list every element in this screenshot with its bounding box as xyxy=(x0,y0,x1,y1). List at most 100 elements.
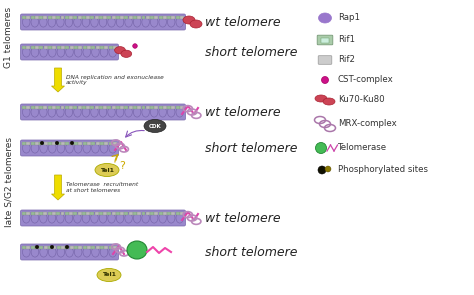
Text: Phosphorylated sites: Phosphorylated sites xyxy=(338,165,428,175)
Bar xyxy=(155,106,158,109)
Bar xyxy=(91,245,95,249)
Bar xyxy=(100,142,104,145)
Text: G1 telomeres: G1 telomeres xyxy=(4,6,13,68)
Bar xyxy=(74,45,78,49)
Bar xyxy=(133,212,137,215)
Ellipse shape xyxy=(55,141,59,145)
Bar xyxy=(159,106,163,109)
Bar xyxy=(176,16,180,19)
Bar xyxy=(129,212,133,215)
Bar xyxy=(82,45,87,49)
Bar xyxy=(91,212,94,215)
Ellipse shape xyxy=(318,166,326,174)
Bar xyxy=(69,212,73,215)
Bar xyxy=(155,16,158,19)
Bar xyxy=(27,106,30,109)
Bar xyxy=(61,245,65,249)
Bar xyxy=(163,212,167,215)
Bar xyxy=(39,106,43,109)
Bar xyxy=(87,45,91,49)
Ellipse shape xyxy=(35,245,39,249)
Ellipse shape xyxy=(95,163,119,176)
Bar xyxy=(31,16,35,19)
Bar xyxy=(69,106,73,109)
Bar xyxy=(109,142,112,145)
Bar xyxy=(82,245,87,249)
Bar xyxy=(129,106,133,109)
Text: wt telomere: wt telomere xyxy=(205,106,281,119)
Bar xyxy=(99,106,103,109)
Bar xyxy=(22,245,26,249)
Bar xyxy=(78,45,82,49)
Text: Rap1: Rap1 xyxy=(338,14,360,22)
Bar xyxy=(48,106,52,109)
Ellipse shape xyxy=(325,166,331,172)
Bar xyxy=(61,142,65,145)
Bar xyxy=(125,106,128,109)
Bar xyxy=(57,245,61,249)
Bar xyxy=(35,45,39,49)
Bar xyxy=(172,212,175,215)
FancyBboxPatch shape xyxy=(20,14,185,30)
Bar xyxy=(146,106,150,109)
Bar xyxy=(31,106,35,109)
Bar xyxy=(35,212,39,215)
Bar xyxy=(44,142,48,145)
Text: Rif2: Rif2 xyxy=(338,55,355,65)
Bar xyxy=(44,16,47,19)
Bar xyxy=(172,106,175,109)
Bar xyxy=(129,16,133,19)
Bar xyxy=(52,212,56,215)
Ellipse shape xyxy=(65,245,69,249)
Bar xyxy=(104,142,108,145)
Text: MRX-complex: MRX-complex xyxy=(338,119,397,129)
Bar xyxy=(44,106,47,109)
Ellipse shape xyxy=(127,241,147,259)
Bar xyxy=(116,212,120,215)
Bar xyxy=(104,45,108,49)
Bar xyxy=(52,106,56,109)
Bar xyxy=(176,212,180,215)
Bar xyxy=(321,37,329,42)
Bar xyxy=(22,106,26,109)
Bar xyxy=(172,16,175,19)
Bar xyxy=(22,212,26,215)
Text: Rif1: Rif1 xyxy=(338,35,355,45)
Ellipse shape xyxy=(97,268,121,281)
Bar xyxy=(159,212,163,215)
Bar xyxy=(113,45,117,49)
Text: Tel1: Tel1 xyxy=(100,168,114,173)
Bar xyxy=(56,106,60,109)
Bar xyxy=(116,16,120,19)
Bar xyxy=(113,245,117,249)
Bar xyxy=(180,106,184,109)
Bar xyxy=(65,45,69,49)
Bar xyxy=(120,16,124,19)
Bar xyxy=(137,16,141,19)
Bar xyxy=(86,16,90,19)
Bar xyxy=(91,16,94,19)
Bar xyxy=(78,16,82,19)
Bar xyxy=(99,212,103,215)
Bar xyxy=(142,16,146,19)
Bar xyxy=(53,245,56,249)
Bar xyxy=(53,142,56,145)
Bar xyxy=(27,142,30,145)
Bar xyxy=(108,106,111,109)
Bar xyxy=(65,106,69,109)
Ellipse shape xyxy=(121,50,132,58)
Bar xyxy=(78,212,82,215)
Bar xyxy=(146,212,150,215)
Text: short telomere: short telomere xyxy=(205,245,298,258)
Bar xyxy=(31,212,35,215)
Bar xyxy=(142,212,146,215)
Bar xyxy=(167,212,171,215)
Bar xyxy=(48,45,52,49)
Ellipse shape xyxy=(315,95,327,102)
Bar xyxy=(91,142,95,145)
Bar xyxy=(61,45,65,49)
Bar xyxy=(53,45,56,49)
Bar xyxy=(22,45,26,49)
Text: Telomerase  recruitment
at short telomeres: Telomerase recruitment at short telomere… xyxy=(66,182,138,193)
Text: late S/G2 telomeres: late S/G2 telomeres xyxy=(4,137,13,227)
